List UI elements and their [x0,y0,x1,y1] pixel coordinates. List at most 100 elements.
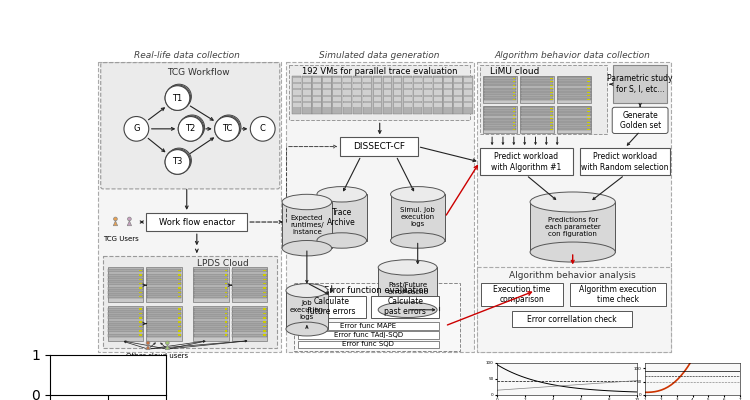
Bar [444,90,452,95]
Text: TCG Users: TCG Users [103,236,139,242]
Bar [414,84,422,88]
Bar [383,90,392,95]
Bar [434,103,442,108]
Bar [484,84,516,86]
Bar [194,334,228,337]
Bar [364,78,371,82]
Bar [484,98,516,100]
Bar [587,92,590,93]
Bar [454,97,462,101]
Polygon shape [165,345,170,350]
Bar [513,129,515,130]
Bar [194,274,228,276]
Bar [225,308,227,310]
Bar [587,85,590,86]
Bar [454,84,462,88]
Text: T3: T3 [172,158,183,166]
Bar [147,312,182,315]
Bar [520,111,554,113]
Bar [558,118,590,120]
Bar [453,76,463,114]
Bar [353,84,362,88]
Bar [140,279,142,280]
Bar [364,97,371,101]
Bar [333,97,341,101]
Bar [484,88,516,90]
Polygon shape [113,221,118,226]
Bar [225,330,227,332]
Bar [520,128,554,130]
Bar [109,308,142,311]
Bar [225,334,227,336]
Bar [140,292,142,293]
Bar [178,334,181,336]
Text: T2: T2 [185,124,196,133]
Circle shape [251,116,275,141]
Bar [303,90,310,95]
Ellipse shape [530,242,615,262]
Circle shape [165,86,190,110]
Text: Generate
Golden set: Generate Golden set [620,111,661,130]
Bar [520,121,554,124]
Bar [225,292,227,293]
Bar [587,108,590,109]
Bar [587,111,590,112]
Bar [323,78,331,82]
Bar [550,129,553,130]
Bar [109,295,142,298]
Bar [464,90,472,95]
Bar [232,282,266,285]
FancyBboxPatch shape [100,63,280,189]
Bar [520,91,554,93]
Bar [313,90,321,95]
Bar [194,329,228,332]
Bar [109,286,142,290]
Bar [263,287,266,289]
Text: Job
execution
logs: Job execution logs [290,300,324,320]
Bar [374,84,381,88]
Text: Error func SQD: Error func SQD [342,342,394,348]
Bar [178,313,181,314]
Ellipse shape [378,302,437,318]
Bar [263,270,266,271]
Bar [444,84,452,88]
Bar [513,81,515,82]
Bar [454,90,462,95]
Bar [194,321,228,324]
Bar [434,78,442,82]
Bar [263,308,266,310]
Bar [558,111,590,113]
Bar [109,278,142,281]
Bar [193,268,229,302]
Bar [194,295,228,298]
Bar [147,282,182,285]
Bar [404,97,412,101]
Bar [344,78,351,82]
Bar [587,81,590,82]
Bar [484,77,516,80]
Bar [383,103,392,108]
Bar [394,90,401,95]
Bar [558,98,590,100]
Bar [434,90,442,95]
Bar [557,76,591,104]
Ellipse shape [317,186,367,202]
Bar [513,108,515,109]
Text: Predictions for
each parameter
con figuration: Predictions for each parameter con figur… [544,217,601,237]
Bar [404,90,412,95]
Circle shape [178,116,203,141]
Text: C: C [260,124,266,133]
Bar [484,114,516,116]
Bar [147,291,182,294]
Bar [558,77,590,80]
Bar [587,88,590,89]
Bar [232,316,266,319]
Bar [513,125,515,126]
Bar [520,98,554,100]
Bar [286,62,473,352]
Bar [550,81,553,82]
Bar [391,194,445,240]
Text: Error correllation check: Error correllation check [527,314,616,324]
Text: 192 VMs for parallel trace evaluation: 192 VMs for parallel trace evaluation [302,67,458,76]
Bar [394,97,401,101]
